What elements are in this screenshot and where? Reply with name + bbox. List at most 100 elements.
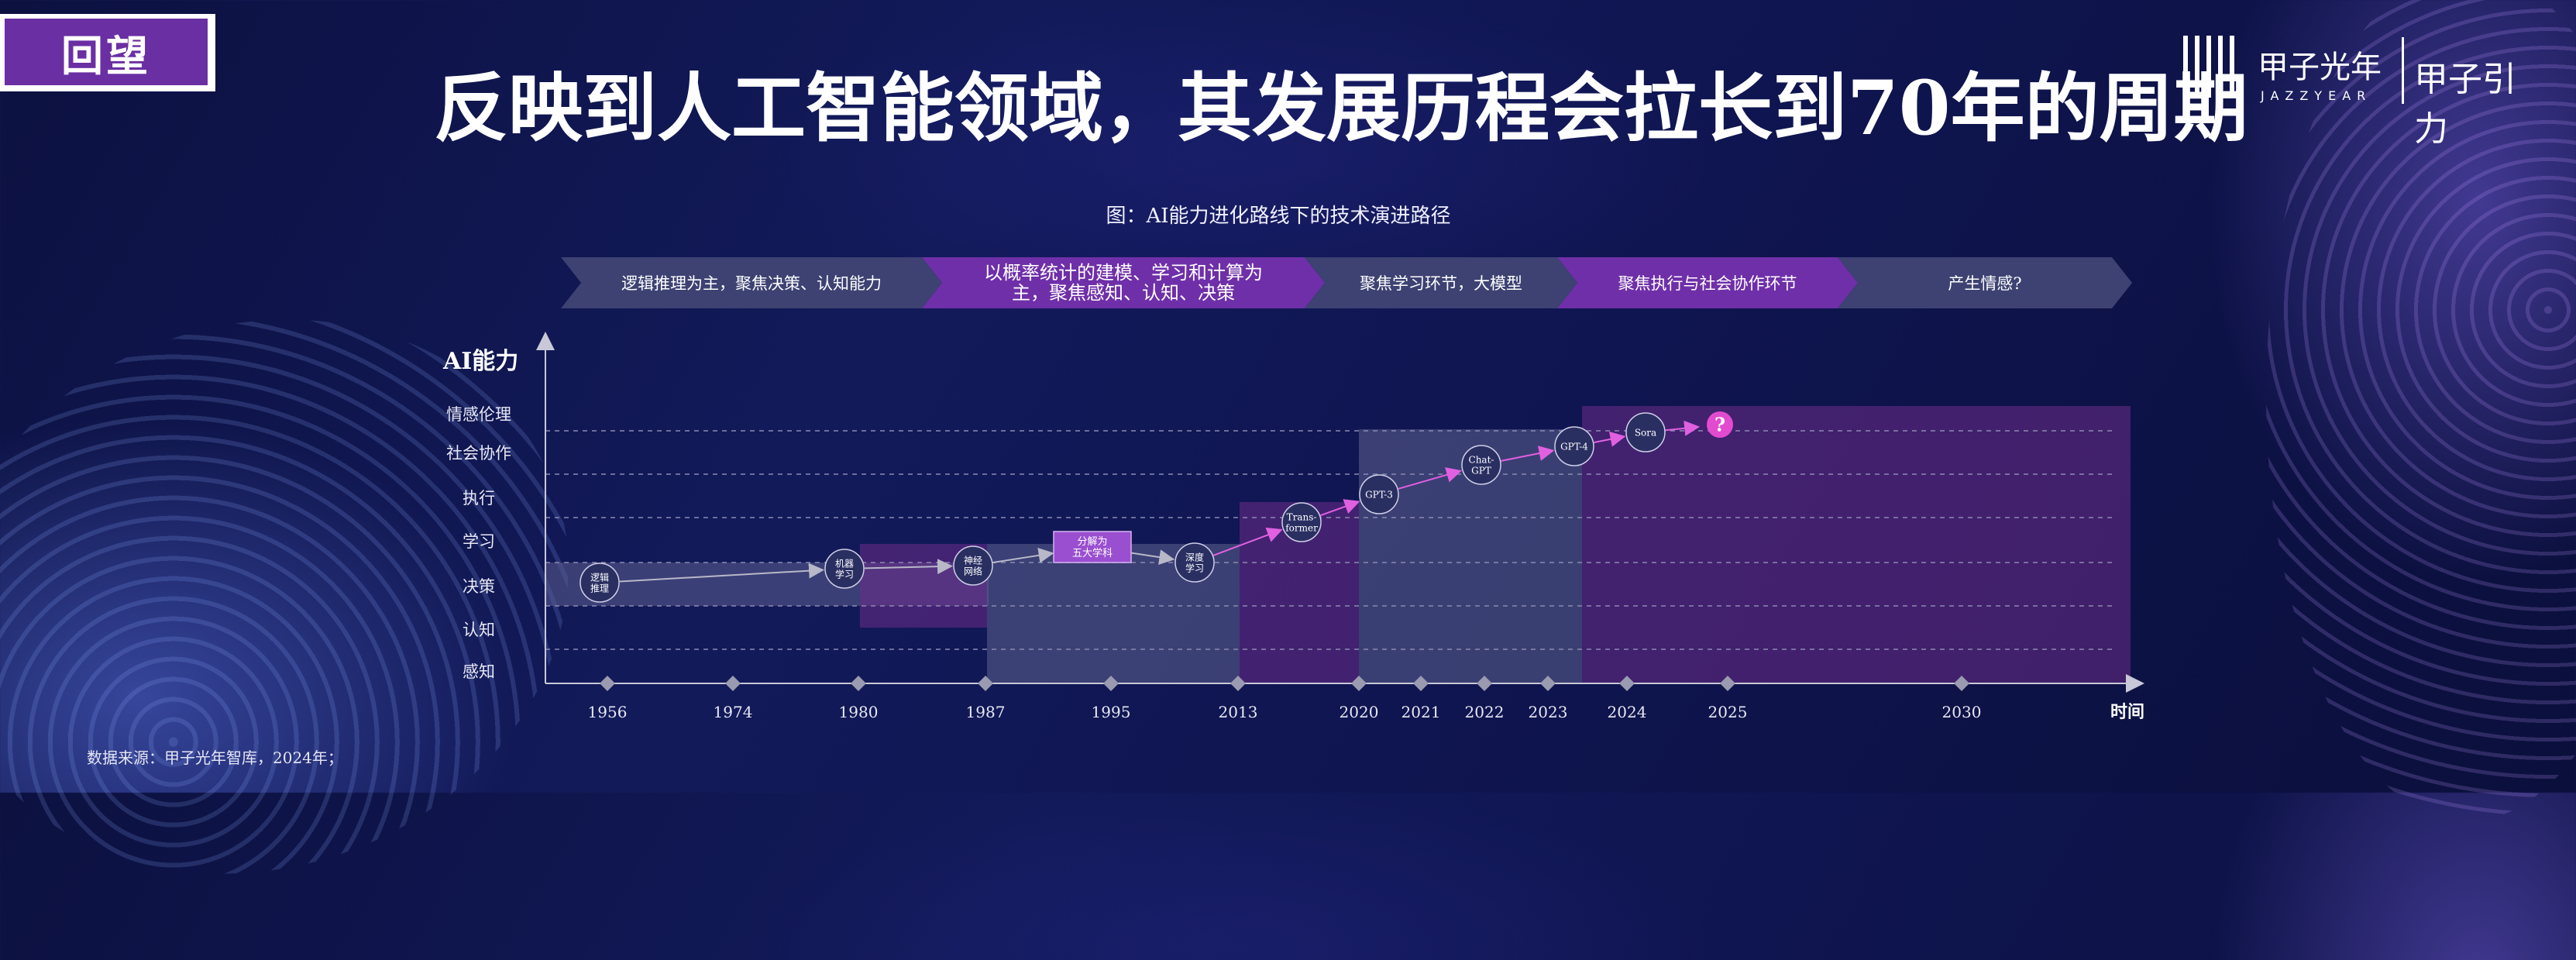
- milestone-link: [1501, 446, 1555, 462]
- x-tick-label: 2021: [1401, 703, 1441, 721]
- x-tick-label: 1974: [714, 703, 753, 721]
- milestone-link: [1320, 499, 1360, 517]
- x-tick-label: 2022: [1465, 703, 1505, 721]
- milestone-label: ?: [1714, 414, 1725, 436]
- page-title: 反映到人工智能领域，其发展历程会拉长到70年的周期: [434, 64, 2248, 152]
- x-tick-label: 2023: [1529, 703, 1568, 721]
- milestone-circle: [580, 563, 620, 603]
- x-tick-label: 2020: [1340, 703, 1379, 721]
- milestone-label: Trans-: [1287, 511, 1317, 522]
- x-tick-marker: [1619, 676, 1635, 691]
- x-axis-ticks: 1956 1974 1980 1987 1995 2013 2020 2021 2022 2023…: [588, 676, 1982, 721]
- milestone-label: 学习: [835, 568, 854, 580]
- stage-label: 聚焦学习环节，大模型: [1360, 274, 1522, 293]
- milestone-circle: [824, 549, 865, 589]
- milestone-link: [1130, 549, 1175, 565]
- brand-logo: 甲子光年 JAZZYEAR 甲子引力: [2183, 29, 2532, 149]
- milestone-node: 逻辑推理: [580, 563, 620, 603]
- x-tick-label: 2024: [1608, 703, 1647, 721]
- milestone-circle: [1281, 502, 1322, 542]
- stage-chevron: [1557, 257, 1858, 308]
- stage-chevron: [1838, 257, 2132, 308]
- milestone-circle: [1554, 426, 1594, 466]
- milestone-node: Chat-GPT: [1461, 445, 1501, 485]
- milestone-label: 逻辑: [590, 572, 609, 583]
- x-tick-marker: [1413, 676, 1429, 691]
- milestone-circle: [1175, 542, 1215, 583]
- milestone-circle: [953, 545, 993, 586]
- milestone-label: Sora: [1635, 427, 1656, 438]
- x-tick-label: 1995: [1092, 703, 1131, 721]
- y-level-label: 决策: [463, 577, 495, 596]
- y-level-label: 感知: [463, 662, 495, 681]
- x-tick-marker: [851, 676, 866, 691]
- x-tick-label: 2013: [1219, 703, 1258, 721]
- logo-name-secondary: 甲子引力: [2414, 60, 2516, 149]
- milestone-link: [619, 563, 825, 583]
- ai-evolution-diagram: AI能力 时间 逻辑推理为主，聚焦决策、认知能力 以概率统计的建模、学习和计算为主…: [446, 257, 2144, 722]
- milestone-node: GPT-3: [1359, 474, 1399, 514]
- logo-name: 甲子光年: [2258, 50, 2382, 85]
- stage-label: 以概率统计的建模、学习和计算为: [984, 262, 1263, 284]
- milestone-label: GPT-3: [1365, 489, 1393, 500]
- x-tick-marker: [1720, 676, 1735, 691]
- milestone-link: [1594, 432, 1626, 447]
- y-level-label: 情感伦理: [446, 405, 511, 424]
- stage-banner: 逻辑推理为主，聚焦决策、认知能力 以概率统计的建模、学习和计算为主，聚焦感知、认知…: [561, 257, 2132, 308]
- x-tick-marker: [978, 676, 993, 691]
- y-level-label: 执行: [463, 489, 495, 508]
- milestone-link: [1212, 527, 1283, 556]
- milestone-label: 学习: [1185, 562, 1204, 573]
- stage-chevron: [561, 257, 942, 308]
- milestone-label: GPT: [1471, 465, 1491, 476]
- level-gridlines: [545, 430, 2115, 650]
- logo-english: JAZZYEAR: [2261, 88, 2372, 103]
- x-tick-label: 1987: [966, 703, 1006, 721]
- milestone-link: [1665, 420, 1701, 436]
- milestone-link: [992, 547, 1054, 563]
- x-tick-label: 2030: [1942, 703, 1982, 721]
- stage-chevron: [922, 257, 1325, 308]
- y-level-label: 社会协作: [446, 444, 511, 463]
- milestone-label: 机器: [835, 558, 854, 569]
- milestone-circle: [1359, 474, 1399, 514]
- milestone-label: 神经: [964, 555, 982, 566]
- milestone-label: 网络: [964, 565, 982, 576]
- milestone-link: [1398, 467, 1463, 490]
- y-level-label: 认知: [463, 621, 495, 639]
- stage-label: 聚焦执行与社会协作环节: [1618, 274, 1797, 293]
- x-tick-marker: [1540, 676, 1556, 691]
- stage-label: 产生情感?: [1948, 274, 2021, 293]
- x-tick-marker: [600, 676, 615, 691]
- logo-divider: [2402, 37, 2404, 104]
- question-marker: [1707, 411, 1733, 438]
- x-tick-label: 1980: [839, 703, 879, 721]
- milestone-box: [1053, 531, 1132, 563]
- stage-label: 逻辑推理为主，聚焦决策、认知能力: [621, 274, 882, 293]
- milestone-node: Sora: [1625, 412, 1666, 452]
- x-tick-marker: [725, 676, 741, 691]
- y-level-label: 学习: [463, 532, 495, 551]
- milestone-label: GPT-4: [1560, 441, 1588, 452]
- x-tick-marker: [1351, 676, 1367, 691]
- milestone-label: 深度: [1185, 551, 1204, 563]
- milestone-links: [619, 420, 1701, 583]
- x-tick-marker: [1477, 676, 1492, 691]
- milestone-node: GPT-4: [1554, 426, 1594, 466]
- stage-label: 主，聚焦感知、认知、决策: [1012, 282, 1235, 304]
- x-axis-title: 时间: [2110, 702, 2144, 722]
- data-source-note: 数据来源：甲子光年智库，2024年；: [87, 748, 343, 767]
- x-tick-marker: [1230, 676, 1246, 691]
- milestone-link: [864, 559, 954, 575]
- milestone-circle: [1461, 445, 1501, 485]
- milestone-circle: [1625, 412, 1666, 452]
- milestone-node: Trans-former: [1281, 502, 1322, 542]
- milestone-label: 五大学科: [1072, 547, 1113, 559]
- logo-bars-icon: [2183, 36, 2241, 101]
